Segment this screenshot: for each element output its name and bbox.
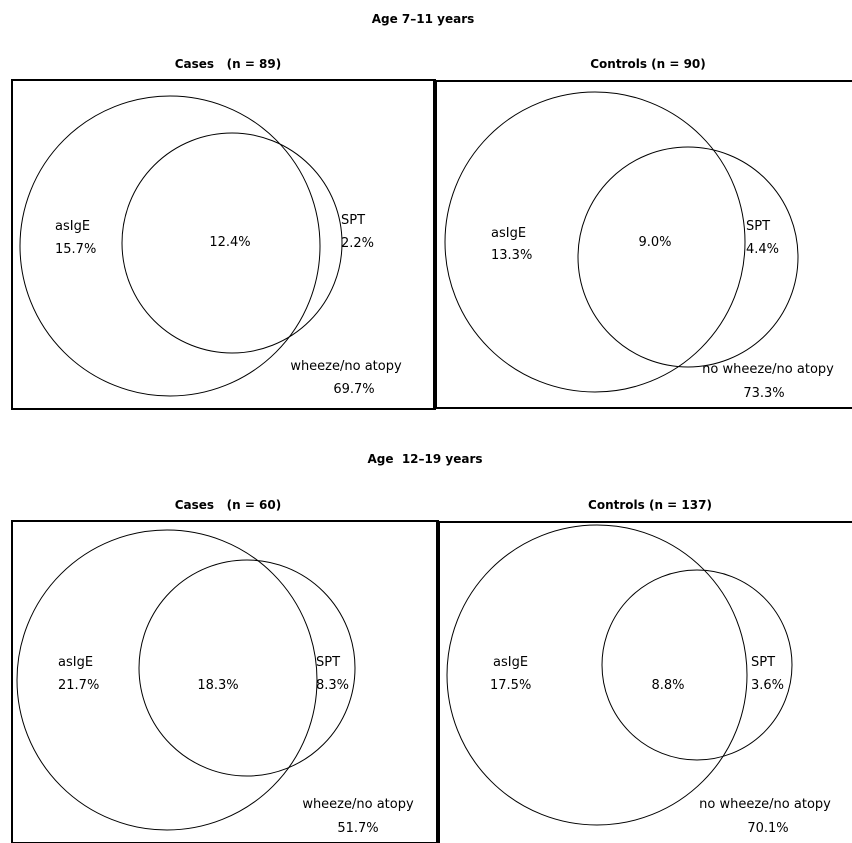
spt-label: SPT: [751, 655, 775, 670]
spt-label: SPT: [746, 219, 770, 234]
spt-circle: [577, 146, 799, 368]
spt-pct: 3.6%: [751, 678, 784, 693]
outside-pct: 73.3%: [743, 386, 784, 401]
spt-label: SPT: [316, 655, 340, 670]
spt-circle: [121, 132, 343, 354]
spt-pct: 2.2%: [341, 236, 374, 251]
outside-pct: 69.7%: [333, 382, 374, 397]
asige-pct: 15.7%: [55, 242, 96, 257]
outside-pct: 70.1%: [747, 821, 788, 836]
spt-pct: 4.4%: [746, 242, 779, 257]
outside-label: no wheeze/no atopy: [702, 362, 834, 377]
spt-circle: [138, 559, 356, 777]
panel-title: Cases (n = 60): [175, 498, 281, 512]
asige-circle: [444, 91, 746, 393]
panel-controls-age-12-19: Controls (n = 137) asIgE 17.5% 8.8% SPT …: [440, 498, 852, 836]
asige-pct: 13.3%: [491, 248, 532, 263]
panel-cases-age-12-19: Cases (n = 60) asIgE 21.7% 18.3% SPT 8.3…: [11, 498, 440, 843]
asige-circle: [19, 95, 321, 397]
asige-pct: 17.5%: [490, 678, 531, 693]
spt-pct: 8.3%: [316, 678, 349, 693]
panel-title: Controls (n = 137): [588, 498, 712, 512]
asige-circle: [446, 524, 748, 826]
section-title-age-12-19: Age 12–19 years: [367, 452, 482, 466]
spt-label: SPT: [341, 213, 365, 228]
panel-controls-age-7-11: Controls (n = 90) asIgE 13.3% 9.0% SPT 4…: [437, 57, 852, 409]
asige-pct: 21.7%: [58, 678, 99, 693]
outside-label: no wheeze/no atopy: [699, 797, 831, 812]
asige-label: asIgE: [491, 226, 526, 241]
spt-circle: [601, 569, 793, 761]
asige-label: asIgE: [493, 655, 528, 670]
overlap-pct: 9.0%: [638, 235, 671, 250]
panel-title: Controls (n = 90): [590, 57, 706, 71]
panel-cases-age-7-11: Cases (n = 89) asIgE 15.7% 12.4% SPT 2.2…: [11, 57, 437, 410]
overlap-pct: 8.8%: [651, 678, 684, 693]
asige-label: asIgE: [58, 655, 93, 670]
outside-pct: 51.7%: [337, 821, 378, 836]
overlap-pct: 12.4%: [209, 235, 250, 250]
asige-circle: [16, 529, 318, 831]
panel-title: Cases (n = 89): [175, 57, 281, 71]
section-title-age-7-11: Age 7–11 years: [372, 12, 475, 26]
outside-label: wheeze/no atopy: [290, 359, 402, 374]
overlap-pct: 18.3%: [197, 678, 238, 693]
asige-label: asIgE: [55, 219, 90, 234]
outside-label: wheeze/no atopy: [302, 797, 414, 812]
